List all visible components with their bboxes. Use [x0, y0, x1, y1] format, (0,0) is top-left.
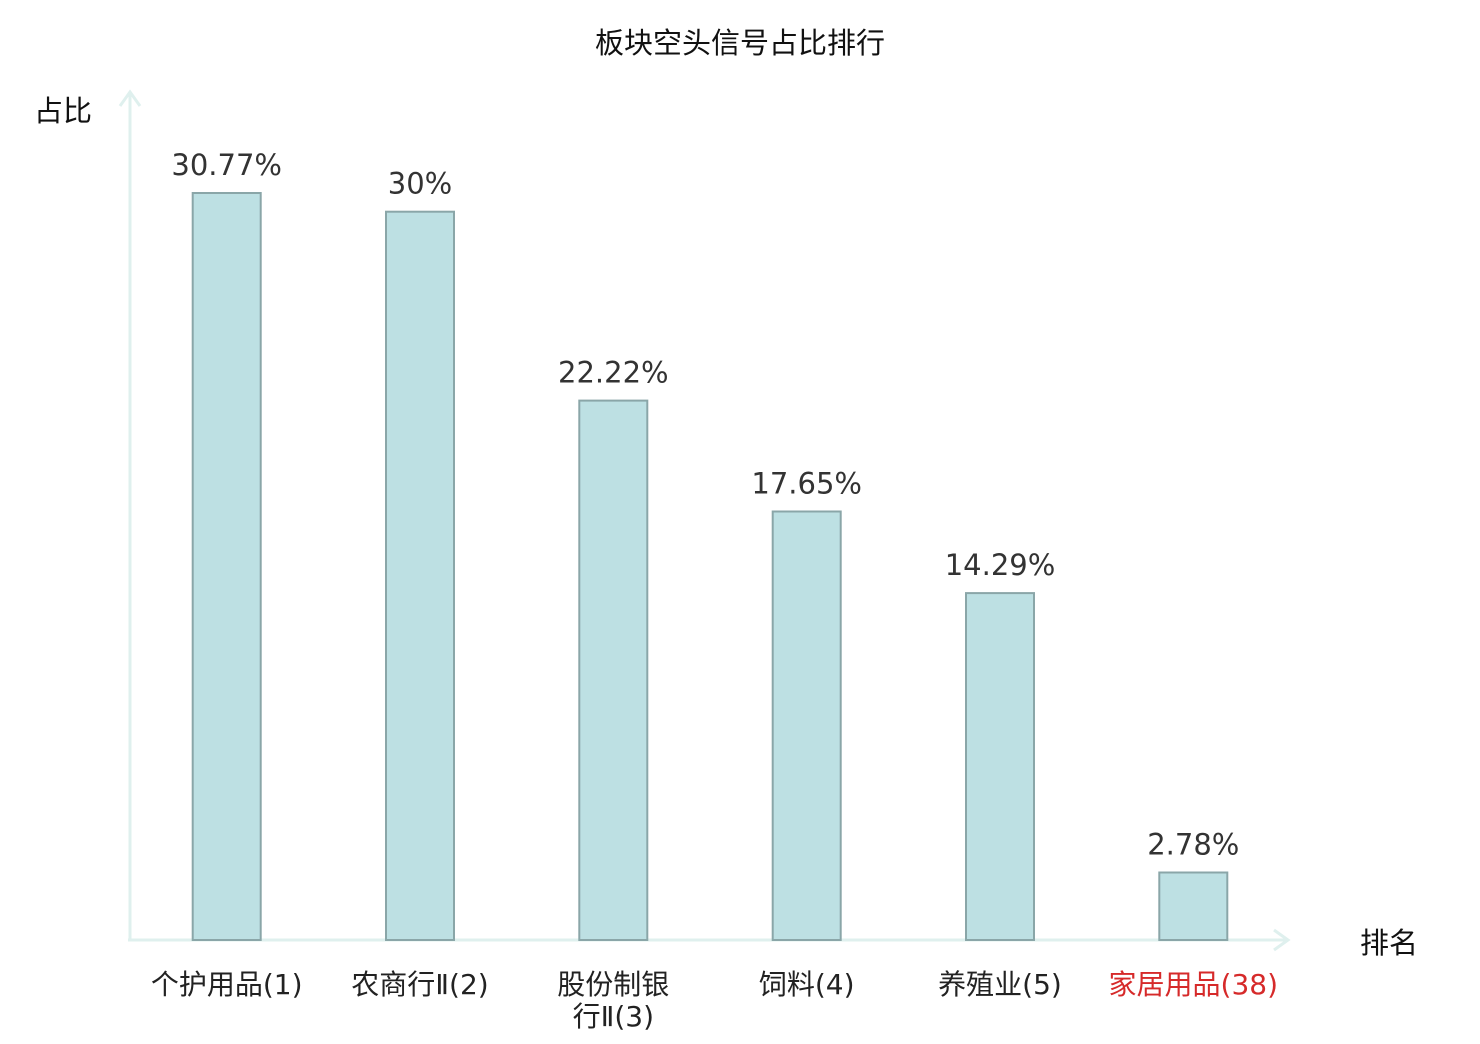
x-axis-arrow — [1273, 928, 1291, 952]
bar-value-label: 30% — [388, 167, 452, 201]
bar — [771, 510, 842, 941]
bar-value-label: 14.29% — [945, 548, 1056, 582]
x-tick-label: 家居用品(38) — [1109, 968, 1278, 1001]
bar-value-label: 2.78% — [1147, 828, 1239, 862]
x-tick-label: 股份制银行Ⅱ(3) — [557, 968, 669, 1033]
y-axis-label: 占比 — [34, 94, 92, 128]
bar-value-label: 17.65% — [751, 467, 862, 501]
bar — [965, 592, 1035, 941]
bar-value-label: 22.22% — [558, 356, 669, 390]
x-tick-label: 农商行Ⅱ(2) — [351, 968, 488, 1001]
bar — [578, 399, 649, 942]
value-labels-layer: 30.77% 30% 22.22% 17.65% 14.29% 2.78% — [171, 148, 1239, 862]
bar — [385, 210, 455, 941]
bar — [1158, 871, 1229, 941]
x-tick-label: 个护用品(1) — [151, 968, 303, 1001]
x-tick-label: 养殖业(5) — [938, 968, 1062, 1001]
y-axis-arrow — [118, 89, 142, 107]
tick-labels-layer: 个护用品(1) 农商行Ⅱ(2) 股份制银行Ⅱ(3) 饲料(4) 养殖业(5) 家居用品(3… — [151, 968, 1278, 1033]
bar-value-label: 30.77% — [171, 148, 282, 182]
bars-layer — [191, 192, 1229, 942]
x-axis-label: 排名 — [1360, 926, 1418, 960]
chart-title: 板块空头信号占比排行 — [595, 26, 885, 60]
bar — [191, 192, 262, 941]
x-tick-label: 饲料(4) — [759, 968, 855, 1001]
